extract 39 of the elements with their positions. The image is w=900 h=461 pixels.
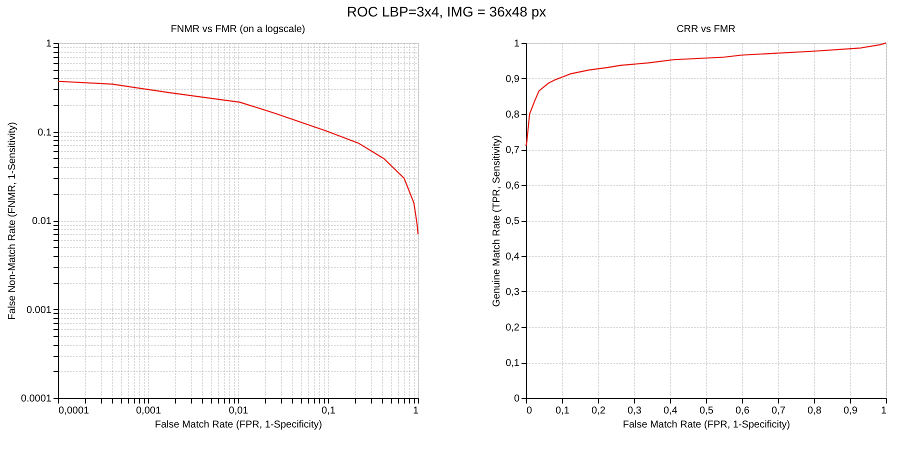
x-axis-title: False Match Rate (FPR, 1-Specificity) <box>154 420 322 430</box>
y-tick-label: 0 <box>514 394 520 404</box>
y-tick-label: 0,3 <box>506 287 520 298</box>
x-tick-label: 0 <box>526 406 532 416</box>
y-tick-label: 1 <box>46 38 52 50</box>
y-tick-label: 0,8 <box>506 110 520 120</box>
y-tick-label: 0,5 <box>506 216 520 227</box>
y-tick-label: 0,4 <box>506 252 520 262</box>
x-tick-label: 0,8 <box>808 406 822 416</box>
x-tick-label: 0,9 <box>844 406 858 416</box>
y-axis-title: Genuine Match Rate (TPR, Sensitivity) <box>492 135 503 307</box>
y-tick-label: 0.1 <box>38 127 52 138</box>
x-tick-label: 0,2 <box>592 406 606 416</box>
y-tick-label: 0,2 <box>506 322 520 334</box>
x-tick-label: 0,3 <box>628 406 642 416</box>
x-tick-label: 1 <box>412 406 419 416</box>
x-tick-label: 0,4 <box>664 406 678 416</box>
y-tick-label: 0,7 <box>506 145 520 156</box>
x-tick-label: 0,5 <box>700 406 714 416</box>
x-tick-label: 0,1 <box>556 406 570 416</box>
y-tick-label: 0.01 <box>32 216 52 227</box>
x-tick-label: 1 <box>880 406 887 416</box>
x-axis-title: False Match Rate (FPR, 1-Specificity) <box>622 420 790 430</box>
y-tick-label: 0,1 <box>506 358 520 369</box>
x-tick-label: 0,7 <box>772 406 786 416</box>
y-tick-label: 0,6 <box>506 180 520 192</box>
y-tick-label: 1 <box>514 38 520 50</box>
y-axis-title: False Non-Match Rate (FNMR, 1-Sensitivity) <box>6 122 18 320</box>
x-tick-label: 0,001 <box>136 406 162 416</box>
y-tick-label: 0.0001 <box>20 394 52 404</box>
text: ROC LBP=3x4, IMG = 36x48 px <box>346 4 546 20</box>
y-tick-label: 0,9 <box>506 74 520 85</box>
chart-title: FNMR vs FMR (on a logscale) <box>170 24 306 35</box>
x-tick-label: 0,0001 <box>58 406 90 416</box>
x-tick-label: 0,01 <box>228 406 249 416</box>
chart-title: CRR vs FMR <box>676 24 736 35</box>
x-tick-label: 0,6 <box>736 406 750 416</box>
y-tick-label: 0.001 <box>26 304 52 316</box>
x-tick-label: 0,1 <box>322 406 336 416</box>
